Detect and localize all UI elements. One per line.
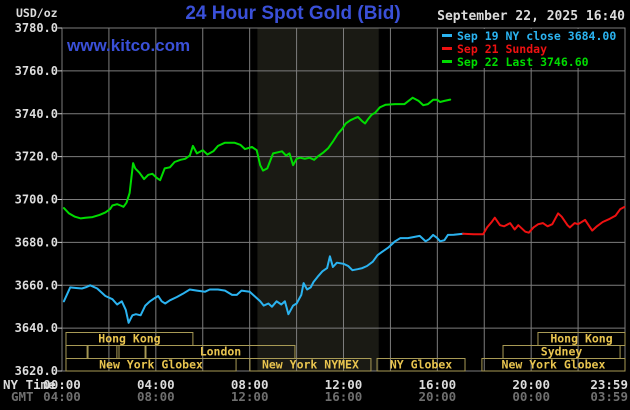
- legend-row-sep22: Sep 22 Last 3746.60: [442, 56, 624, 68]
- x-tick-label-gmt: 08:00: [137, 389, 175, 404]
- y-tick-label: 3780.0: [15, 21, 58, 35]
- x-axis-row2-label: GMT: [11, 389, 34, 404]
- unit-label: USD/oz: [16, 6, 58, 20]
- legend-row-sep19: Sep 19 NY close 3684.00: [442, 30, 624, 42]
- session-label: NY Globex: [390, 358, 452, 372]
- x-axis-row1-label: NY Time: [3, 377, 56, 392]
- session-box: [65, 358, 237, 372]
- series-line-sep22: [62, 96, 452, 220]
- x-tick-label-gmt: 00:00: [512, 389, 550, 404]
- y-tick-label: 3640.0: [15, 321, 58, 335]
- x-tick-label-gmt: 03:59: [590, 389, 628, 404]
- x-tick-label-gmt: 20:00: [419, 389, 457, 404]
- session-label: London: [200, 345, 242, 359]
- legend-marker-sep22-icon: [442, 60, 452, 63]
- x-tick-label-gmt: 12:00: [231, 389, 269, 404]
- x-tick-label-gmt: 16:00: [325, 389, 363, 404]
- session-box: [376, 358, 466, 372]
- legend-row-sep21: Sep 21 Sunday: [442, 43, 624, 55]
- legend-marker-sep21-icon: [442, 47, 452, 50]
- session-box: [65, 345, 88, 359]
- legend-marker-sep19-icon: [442, 34, 452, 37]
- session-label: New York NYMEX: [262, 358, 359, 372]
- y-tick-label: 3660.0: [15, 278, 58, 292]
- series-line-sep19: [62, 232, 465, 324]
- x-tick-label-ny: 04:00: [137, 377, 175, 392]
- x-tick-label-ny: 16:00: [419, 377, 457, 392]
- x-tick-label-gmt: 04:00: [43, 389, 81, 404]
- session-box: [249, 358, 372, 372]
- chart-legend: Sep 19 NY close 3684.00 Sep 21 Sunday Se…: [438, 29, 624, 68]
- x-tick-label-ny: 00:00: [43, 377, 81, 392]
- legend-label-sep19: Sep 19 NY close 3684.00: [457, 28, 617, 43]
- session-box: [481, 358, 626, 372]
- kitco-watermark-link[interactable]: www.kitco.com: [67, 36, 191, 55]
- y-tick-label: 3740.0: [15, 107, 58, 121]
- legend-label-sep22: Sep 22 Last 3746.60: [457, 54, 589, 69]
- datetime-label: September 22, 2025 16:40: [437, 9, 625, 24]
- session-label: New York Globex: [99, 358, 203, 372]
- legend-label-sep21: Sep 21 Sunday: [457, 41, 548, 56]
- session-label: Hong Kong: [98, 332, 160, 346]
- y-tick-label: 3720.0: [15, 150, 58, 164]
- session-label: Sydney: [541, 345, 583, 359]
- page-title: 24 Hour Spot Gold (Bid): [185, 3, 401, 24]
- x-tick-label-ny: 08:00: [231, 377, 269, 392]
- y-tick-label: 3700.0: [15, 193, 58, 207]
- session-label: New York Globex: [502, 358, 606, 372]
- session-label: Hong Kong: [550, 332, 612, 346]
- y-tick-label: 3680.0: [15, 235, 58, 249]
- x-tick-label-ny: 20:00: [512, 377, 550, 392]
- y-tick-label: 3620.0: [15, 364, 58, 378]
- series-line-sep21: [462, 206, 626, 236]
- x-tick-label-ny: 23:59: [590, 377, 628, 392]
- y-tick-label: 3760.0: [15, 64, 58, 78]
- x-tick-label-ny: 12:00: [325, 377, 363, 392]
